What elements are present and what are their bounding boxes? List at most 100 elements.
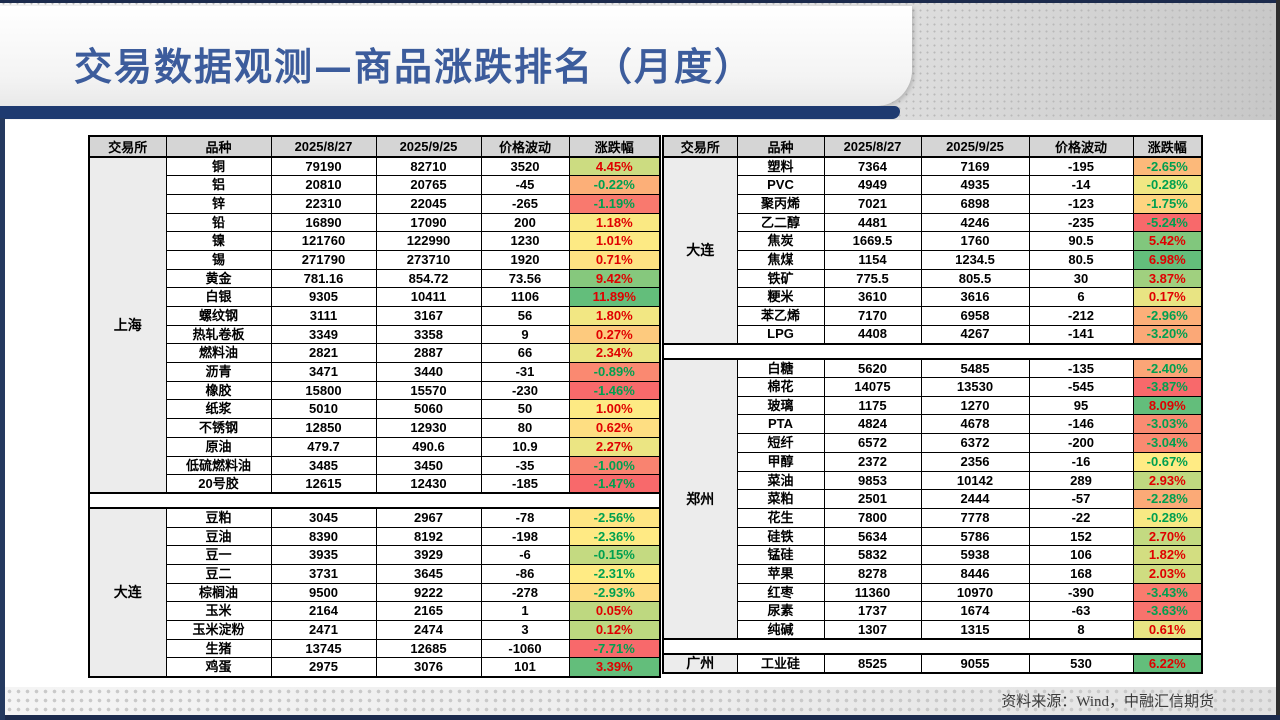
pct-cell: -0.28% xyxy=(1132,175,1203,195)
price-end-cell: 4267 xyxy=(920,324,1030,345)
price-end-cell: 22045 xyxy=(375,193,482,214)
variety-cell: 铅 xyxy=(165,212,272,233)
price-start-cell: 8278 xyxy=(823,563,922,584)
variety-cell: 橡胶 xyxy=(165,380,272,401)
pct-cell: 1.01% xyxy=(568,231,661,251)
table-row: 聚丙烯 7021 6898 -123 -1.75% xyxy=(663,193,1203,214)
pct-cell: -1.19% xyxy=(568,193,661,214)
variety-cell: 豆二 xyxy=(165,563,272,584)
pct-cell: 9.42% xyxy=(568,268,661,289)
table-row: 乙二醇 4481 4246 -235 -5.24% xyxy=(663,212,1203,233)
table-row: 不锈钢 12850 12930 80 0.62% xyxy=(89,418,661,438)
variety-cell: 原油 xyxy=(165,436,272,457)
change-cell: -195 xyxy=(1028,156,1134,177)
exchange-cell: 大连 xyxy=(88,507,167,678)
price-end-cell: 1270 xyxy=(920,395,1030,416)
change-cell: 9 xyxy=(480,324,570,345)
column-header: 交易所 xyxy=(662,135,738,158)
variety-cell: 鸡蛋 xyxy=(165,657,272,678)
variety-cell: 白糖 xyxy=(736,358,825,379)
table-row: 豆二 3731 3645 -86 -2.31% xyxy=(89,563,661,584)
header-row: 交易所 品种 2025/8/27 2025/9/25 价格波动 涨跌幅 xyxy=(662,135,1203,158)
change-cell: 6 xyxy=(1028,287,1134,307)
exchange-cell: 大连 xyxy=(662,156,738,345)
change-cell: 80.5 xyxy=(1028,249,1134,270)
table-row: 棉花 14075 13530 -545 -3.87% xyxy=(663,377,1203,397)
price-start-cell: 4408 xyxy=(823,324,922,345)
price-start-cell: 1154 xyxy=(823,249,922,270)
price-start-cell: 781.16 xyxy=(270,268,377,289)
price-start-cell: 1307 xyxy=(823,620,922,640)
change-cell: 56 xyxy=(480,306,570,326)
price-end-cell: 3167 xyxy=(375,306,482,326)
pct-cell: -3.04% xyxy=(1132,433,1203,453)
variety-cell: 豆一 xyxy=(165,545,272,565)
table-row: 菜粕 2501 2444 -57 -2.28% xyxy=(663,489,1203,509)
table-row: 铝 20810 20765 -45 -0.22% xyxy=(89,175,661,195)
variety-cell: 生猪 xyxy=(165,638,272,659)
price-end-cell: 273710 xyxy=(375,249,482,270)
pct-cell: -2.31% xyxy=(568,563,661,584)
price-start-cell: 2164 xyxy=(270,601,377,621)
variety-cell: LPG xyxy=(736,324,825,345)
change-cell: 200 xyxy=(480,212,570,233)
variety-cell: 苹果 xyxy=(736,563,825,584)
change-cell: 73.56 xyxy=(480,268,570,289)
pct-cell: 3.39% xyxy=(568,657,661,678)
table-row: 红枣 11360 10970 -390 -3.43% xyxy=(663,582,1203,603)
change-cell: 66 xyxy=(480,343,570,364)
price-start-cell: 14075 xyxy=(823,377,922,397)
pct-cell: 2.27% xyxy=(568,436,661,457)
table-row: 锰硅 5832 5938 106 1.82% xyxy=(663,545,1203,565)
pct-cell: 0.27% xyxy=(568,324,661,345)
price-end-cell: 1674 xyxy=(920,601,1030,621)
price-start-cell: 13745 xyxy=(270,638,377,659)
change-cell: -265 xyxy=(480,193,570,214)
table-row: 玉米淀粉 2471 2474 3 0.12% xyxy=(89,620,661,640)
pct-cell: 6.98% xyxy=(1132,249,1203,270)
variety-cell: 黄金 xyxy=(165,268,272,289)
price-start-cell: 3111 xyxy=(270,306,377,326)
variety-cell: 短纤 xyxy=(736,433,825,453)
column-header: 2025/8/27 xyxy=(270,135,377,158)
table-row: 螺纹钢 3111 3167 56 1.80% xyxy=(89,306,661,326)
price-end-cell: 1234.5 xyxy=(920,249,1030,270)
variety-cell: 纯碱 xyxy=(736,620,825,640)
variety-cell: 铝 xyxy=(165,175,272,195)
column-header: 2025/8/27 xyxy=(823,135,922,158)
header-row: 交易所 品种 2025/8/27 2025/9/25 价格波动 涨跌幅 xyxy=(88,135,661,158)
column-header: 价格波动 xyxy=(480,135,570,158)
table-row: 橡胶 15800 15570 -230 -1.46% xyxy=(89,380,661,401)
exchange-cell: 广州 xyxy=(662,653,738,674)
section-separator xyxy=(88,492,661,510)
column-header: 涨跌幅 xyxy=(568,135,661,158)
table-row: 玉米 2164 2165 1 0.05% xyxy=(89,601,661,621)
price-start-cell: 12850 xyxy=(270,418,377,438)
footer-band xyxy=(5,687,1276,715)
price-end-cell: 2474 xyxy=(375,620,482,640)
pct-cell: -3.43% xyxy=(1132,582,1203,603)
variety-cell: 锌 xyxy=(165,193,272,214)
variety-cell: 棉花 xyxy=(736,377,825,397)
change-cell: -31 xyxy=(480,362,570,382)
variety-cell: 镍 xyxy=(165,231,272,251)
price-start-cell: 479.7 xyxy=(270,436,377,457)
price-start-cell: 6572 xyxy=(823,433,922,453)
change-cell: 1230 xyxy=(480,231,570,251)
price-start-cell: 9500 xyxy=(270,582,377,603)
variety-cell: 玉米 xyxy=(165,601,272,621)
pct-cell: -2.93% xyxy=(568,582,661,603)
pct-cell: 1.82% xyxy=(1132,545,1203,565)
variety-cell: 粳米 xyxy=(736,287,825,307)
pct-cell: 0.12% xyxy=(568,620,661,640)
table-row: 大连 塑料 7364 7169 -195 -2.65% xyxy=(662,156,1203,345)
price-start-cell: 12615 xyxy=(270,474,377,494)
price-end-cell: 5786 xyxy=(920,526,1030,547)
change-cell: -230 xyxy=(480,380,570,401)
pct-cell: -1.46% xyxy=(568,380,661,401)
change-cell: 168 xyxy=(1028,563,1134,584)
price-start-cell: 3045 xyxy=(270,507,377,528)
price-start-cell: 5010 xyxy=(270,399,377,420)
column-header: 2025/9/25 xyxy=(920,135,1030,158)
